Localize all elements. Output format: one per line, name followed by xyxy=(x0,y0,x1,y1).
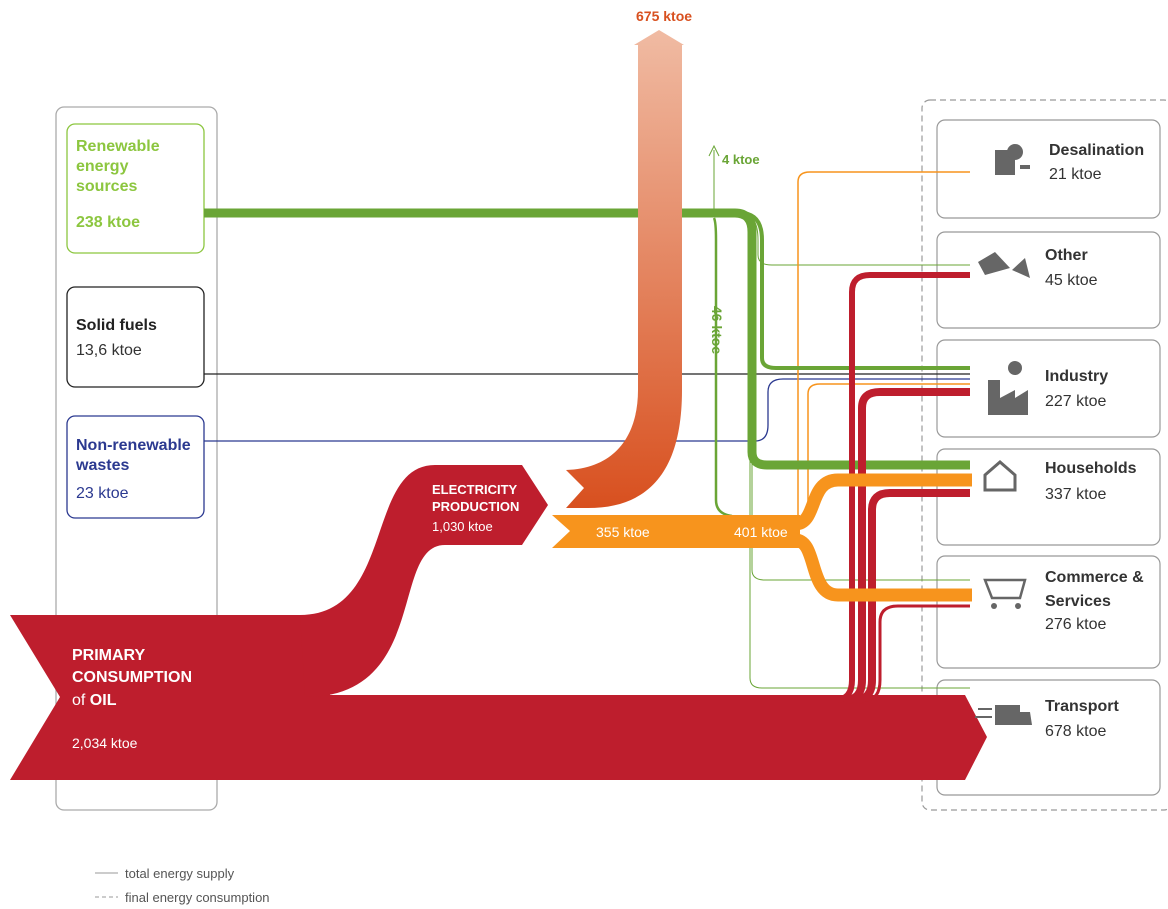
orange-thin-flows xyxy=(797,171,970,518)
flow-label: 675 ktoe xyxy=(636,8,693,24)
source-value: 23 ktoe xyxy=(76,485,129,502)
source-label: Solid fuels xyxy=(76,317,157,334)
sector-name: Transport xyxy=(1045,698,1119,715)
oil-branches xyxy=(834,272,970,704)
source-value: 238 ktoe xyxy=(76,214,141,231)
sector-value: 45 ktoe xyxy=(1045,272,1098,289)
electricity-value: 1,030 ktoe xyxy=(432,519,493,534)
flow-label: 355 ktoe xyxy=(596,524,650,540)
sector-boxes xyxy=(936,119,1161,796)
sector-value: 21 ktoe xyxy=(1049,166,1102,183)
green-to-electricity xyxy=(712,217,733,518)
source-box xyxy=(66,415,205,519)
sector-value: 337 ktoe xyxy=(1045,486,1107,503)
oil-flow xyxy=(10,615,987,780)
electricity-label: ELECTRICITY PRODUCTION xyxy=(432,482,520,514)
supply-frame xyxy=(55,106,218,811)
sector-value: 276 ktoe xyxy=(1045,616,1107,633)
sector-value: 678 ktoe xyxy=(1045,723,1107,740)
wastes-flow xyxy=(204,378,970,442)
connector: of xyxy=(72,692,86,709)
icons xyxy=(975,144,1032,725)
sector-name: Commerce & Services xyxy=(1045,569,1144,610)
sector-name: Households xyxy=(1045,460,1137,477)
sector-name: Other xyxy=(1045,247,1088,264)
losses-flow xyxy=(566,30,684,508)
primary-fuel: of OIL xyxy=(72,690,116,712)
legend-label: total energy supply xyxy=(125,866,235,881)
fuel: OIL xyxy=(89,692,117,709)
electricity-node xyxy=(300,465,548,697)
electricity-out-flow xyxy=(552,515,800,548)
flow-label: 46 ktoe xyxy=(709,305,726,355)
source-label: Non-renewable wastes xyxy=(76,437,191,474)
source-box xyxy=(66,123,205,254)
sector-name: Industry xyxy=(1045,368,1109,385)
sector-name: Desalination xyxy=(1049,142,1145,159)
primary-value: 2,034 ktoe xyxy=(72,735,138,751)
legend-label: final energy consumption xyxy=(125,890,270,905)
primary-label: PRIMARY CONSUMPTION xyxy=(72,647,192,686)
flow-label: 4 ktoe xyxy=(722,152,760,167)
source-value: 13,6 ktoe xyxy=(76,342,142,359)
green-flow xyxy=(204,208,970,470)
sector-value: 227 ktoe xyxy=(1045,393,1107,410)
source-label: Renewable energy sources xyxy=(76,138,160,195)
source-box xyxy=(66,286,205,388)
flow-label: 401 ktoe xyxy=(734,524,788,540)
orange-flows xyxy=(793,473,972,602)
